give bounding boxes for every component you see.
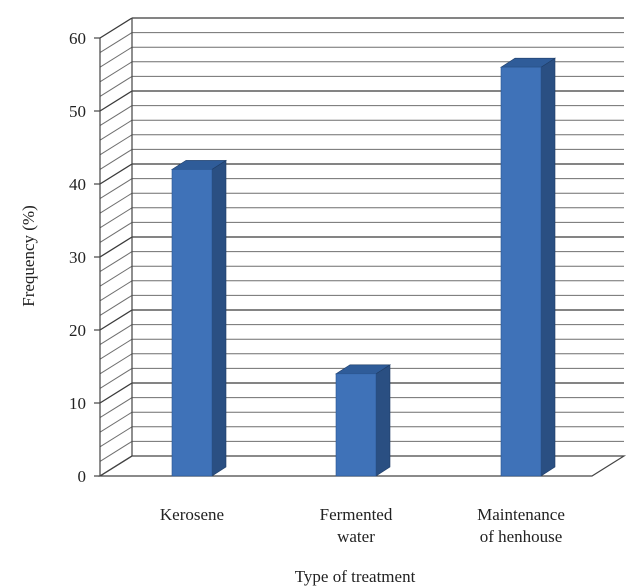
side-wall-gridline xyxy=(99,105,133,127)
y-axis-title: Frequency (%) xyxy=(19,205,38,307)
side-wall-gridline xyxy=(99,207,133,229)
side-wall-gridline xyxy=(99,192,133,214)
side-wall-gridline xyxy=(99,236,133,258)
side-wall-gridline xyxy=(99,397,133,419)
y-tick-label: 10 xyxy=(69,394,86,413)
bar-side xyxy=(211,159,227,477)
side-wall-gridline xyxy=(99,440,133,462)
side-wall-gridline xyxy=(99,119,133,141)
y-tick-label: 0 xyxy=(78,467,87,486)
side-wall-gridline xyxy=(99,426,133,448)
side-wall-gridline xyxy=(99,148,133,170)
side-wall-gridline xyxy=(99,280,133,302)
side-wall-gridline xyxy=(99,367,133,389)
x-tick-label: Maintenance of henhouse xyxy=(477,505,565,546)
side-wall-gridline xyxy=(99,251,133,273)
side-wall-gridline xyxy=(99,90,133,112)
bar xyxy=(170,159,228,477)
side-wall-gridline xyxy=(99,32,133,54)
y-tick-label: 30 xyxy=(69,248,86,267)
side-wall-gridline xyxy=(99,338,133,360)
x-axis-title: Type of treatment xyxy=(295,567,416,586)
side-wall-gridline xyxy=(99,353,133,375)
side-wall-gridline xyxy=(99,17,133,39)
bar-side xyxy=(540,57,556,477)
side-wall-gridline xyxy=(99,46,133,68)
x-tick-labels: Kerosene Fermented water Maintenance of henh… xyxy=(160,505,565,546)
bar-front xyxy=(171,169,213,477)
side-wall-gridline xyxy=(99,265,133,287)
x-tick-label: Fermented water xyxy=(320,505,393,546)
axes xyxy=(94,18,627,477)
bar-side xyxy=(375,364,391,477)
side-wall-gridline xyxy=(99,221,133,243)
y-tick-label: 20 xyxy=(69,321,86,340)
x-tick-label: Kerosene xyxy=(160,505,224,524)
side-wall-gridline xyxy=(99,411,133,433)
side-wall-gridline xyxy=(99,61,133,83)
side-wall-gridline xyxy=(99,163,133,185)
side-wall-gridline xyxy=(99,324,133,346)
bar xyxy=(334,364,392,477)
side-wall-gridline xyxy=(99,178,133,200)
y-tick-label: 50 xyxy=(69,102,86,121)
side-wall-gridline xyxy=(99,75,133,97)
side-wall-gridline xyxy=(99,309,133,331)
bar-front xyxy=(335,373,377,477)
y-tick-label: 60 xyxy=(69,29,86,48)
bar xyxy=(499,57,557,477)
y-tick-label: 40 xyxy=(69,175,86,194)
floor-outline xyxy=(97,455,627,477)
bar-front xyxy=(500,66,542,477)
side-wall-gridline xyxy=(99,294,133,316)
side-wall-gridline xyxy=(99,382,133,404)
side-wall-gridline xyxy=(99,134,133,156)
y-tick-labels: 0 10 20 30 40 50 60 xyxy=(69,29,86,486)
bars xyxy=(170,57,557,477)
